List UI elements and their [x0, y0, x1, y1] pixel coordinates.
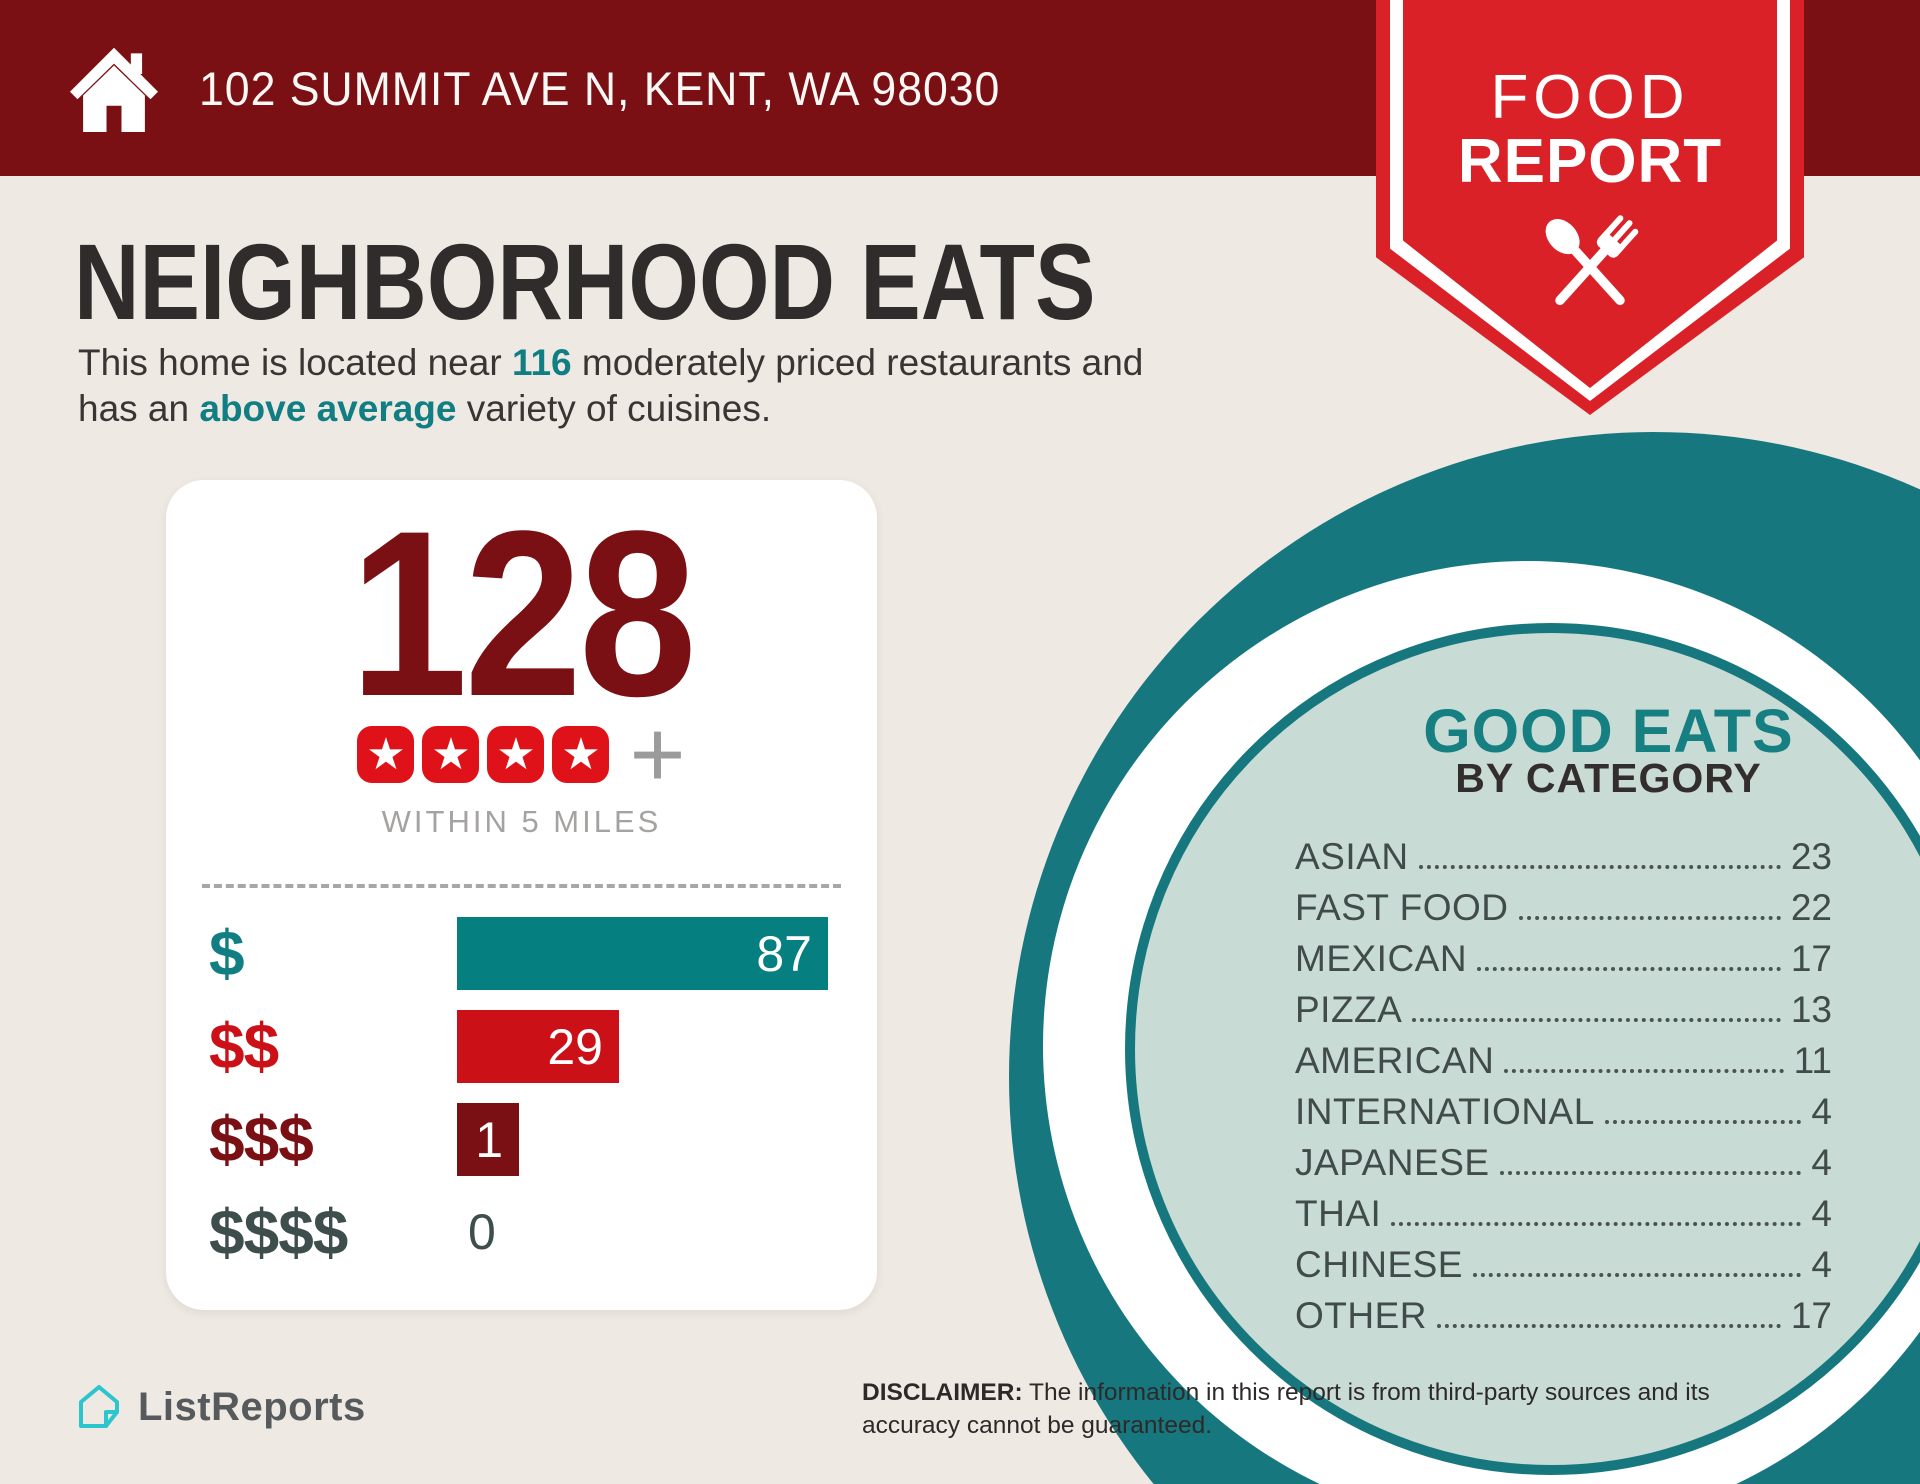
property-address: 102 SUMMIT AVE N, KENT, WA 98030 [199, 61, 1001, 115]
dotted-leader [1412, 1018, 1781, 1022]
category-row: FAST FOOD 22 [1295, 877, 1832, 928]
price-tier-label: $$$$ [209, 1196, 348, 1268]
subtitle-text: This home is located near [78, 342, 512, 383]
category-label: CHINESE [1295, 1244, 1463, 1286]
subtitle-text: has an [78, 388, 200, 429]
ribbon-title-line2: REPORT [1457, 127, 1723, 196]
brand-logo: ListReports [74, 1380, 366, 1434]
price-tier-label: $$$ [209, 1103, 314, 1175]
disclaimer-label: DISCLAIMER: [862, 1379, 1023, 1406]
total-restaurant-count: 128 [349, 482, 697, 746]
dotted-leader [1391, 1222, 1802, 1226]
dotted-leader [1518, 916, 1781, 920]
brand-name: ListReports [138, 1384, 366, 1429]
subtitle-text: variety of cuisines. [456, 388, 772, 429]
category-row: THAI 4 [1295, 1183, 1832, 1234]
star-icon: ★ [487, 726, 545, 783]
star-icon: ★ [552, 726, 610, 783]
page-title: NEIGHBORHOOD EATS [74, 221, 1096, 342]
category-row: OTHER 17 [1295, 1285, 1832, 1336]
category-value: 4 [1811, 1142, 1832, 1184]
price-tier-label: $$ [209, 1010, 279, 1082]
restaurant-count: 116 [511, 342, 572, 383]
category-label: PIZZA [1295, 989, 1403, 1031]
category-row: MEXICAN 17 [1295, 928, 1832, 979]
star-icon: ★ [422, 726, 480, 783]
disclaimer-line2: accuracy cannot be guaranteed. [862, 1412, 1213, 1439]
category-row: CHINESE 4 [1295, 1234, 1832, 1285]
category-value: 11 [1793, 1040, 1832, 1082]
category-label: OTHER [1295, 1295, 1427, 1337]
dotted-leader [1437, 1324, 1781, 1328]
dotted-leader [1499, 1171, 1802, 1175]
plus-icon: + [629, 700, 686, 808]
price-row: $$ 29 [166, 1010, 877, 1083]
price-bar: 29 [457, 1010, 619, 1083]
price-bar: 87 [457, 917, 828, 990]
category-row: INTERNATIONAL 4 [1295, 1081, 1832, 1132]
disclaimer-line1: The information in this report is from t… [1022, 1379, 1710, 1406]
category-value: 23 [1790, 836, 1832, 878]
category-label: MEXICAN [1295, 938, 1468, 980]
category-row: ASIAN 23 [1295, 826, 1832, 877]
dotted-leader [1477, 967, 1781, 971]
category-label: FAST FOOD [1295, 887, 1509, 929]
star-rating: ★ ★ ★ ★ + [166, 700, 877, 808]
price-bar: 1 [457, 1103, 519, 1176]
category-row: JAPANESE 4 [1295, 1132, 1832, 1183]
category-value: 22 [1790, 887, 1832, 929]
price-row: $$$$ 0 [166, 1196, 877, 1269]
price-rows: $87 $$ 29 $$$ 1 $$$$ 0 [166, 917, 877, 1289]
price-row: $$$ 1 [166, 1103, 877, 1176]
price-bar-value: 29 [547, 1018, 603, 1075]
food-report-ribbon: FOOD REPORT [1376, 0, 1804, 415]
dotted-leader [1604, 1120, 1802, 1124]
price-bar-value: 87 [756, 925, 812, 982]
home-icon [70, 47, 158, 132]
category-value: 17 [1790, 938, 1832, 980]
category-list: ASIAN 23 FAST FOOD 22 MEXICAN 17 PIZZA 13 AMERIC… [1295, 826, 1832, 1336]
spoon-fork-crossed-icon [1545, 215, 1639, 306]
price-bar-value: 1 [475, 1111, 503, 1168]
decorative-circle-inner [1125, 623, 1920, 1475]
category-value: 17 [1790, 1295, 1832, 1337]
price-row: $87 [166, 917, 877, 990]
variety-highlight: above average [199, 388, 457, 429]
category-label: INTERNATIONAL [1295, 1091, 1595, 1133]
category-value: 4 [1811, 1193, 1832, 1235]
listreports-house-icon [79, 1385, 119, 1428]
category-value: 4 [1811, 1091, 1832, 1133]
price-tier-label: $ [209, 917, 245, 989]
ribbon-title-line1: FOOD [1490, 63, 1690, 132]
good-eats-subtitle: BY CATEGORY [1455, 755, 1762, 801]
dotted-leader [1418, 865, 1781, 869]
subtitle-text: moderately priced restaurants and [571, 342, 1144, 383]
dotted-leader [1472, 1273, 1802, 1277]
restaurant-stats-card: 128 ★ ★ ★ ★ + WITHIN 5 MILES $87 $$ 29 $$$ 1 $$$$… [166, 480, 877, 1310]
page-subtitle: This home is located near 116 moderately… [78, 340, 1143, 432]
price-bar-value: 0 [468, 1204, 496, 1260]
dashed-divider [202, 884, 841, 888]
category-label: JAPANESE [1295, 1142, 1490, 1184]
category-label: THAI [1295, 1193, 1382, 1235]
category-row: PIZZA 13 [1295, 979, 1832, 1030]
category-label: AMERICAN [1295, 1040, 1495, 1082]
category-value: 13 [1790, 989, 1832, 1031]
radius-label: WITHIN 5 MILES [381, 804, 662, 839]
dotted-leader [1504, 1069, 1784, 1073]
star-icon: ★ [357, 726, 415, 783]
category-label: ASIAN [1295, 836, 1409, 878]
disclaimer: DISCLAIMER: The information in this repo… [862, 1376, 1710, 1442]
category-value: 4 [1811, 1244, 1832, 1286]
category-row: AMERICAN 11 [1295, 1030, 1832, 1081]
good-eats-title: GOOD EATS [1423, 697, 1794, 765]
